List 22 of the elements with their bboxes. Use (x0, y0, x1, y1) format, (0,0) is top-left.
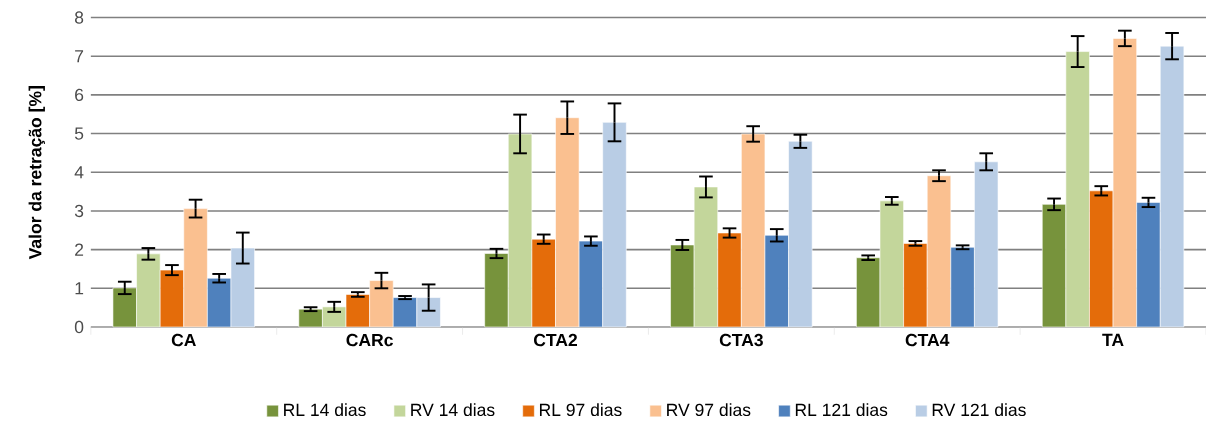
legend-label: RV 97 dias (667, 403, 751, 417)
legend-label: RL 14 dias (284, 403, 366, 417)
y-tick-label: 3 (74, 204, 84, 218)
legend-label: RL 121 dias (795, 403, 888, 417)
y-tick-label: 2 (75, 243, 84, 256)
y-tick-label: 7 (75, 50, 84, 63)
x-tick-label: CTA3 (719, 333, 763, 347)
y-axis-title: Valor da retração [%] (28, 86, 45, 260)
x-tick-label: CA (171, 333, 196, 347)
legend-label: RV 14 dias (411, 403, 495, 417)
legend-label: RL 97 dias (539, 403, 622, 417)
y-tick-label: 0 (74, 320, 84, 334)
y-tick-label: 8 (74, 11, 84, 24)
x-tick-label: CARc (346, 333, 393, 347)
x-tick-label: CTA2 (534, 333, 577, 347)
y-tick-label: 6 (75, 88, 84, 102)
y-tick-label: 4 (74, 166, 84, 179)
y-tick-label: 1 (75, 282, 84, 295)
legend-label: RV 121 dias (932, 403, 1026, 417)
y-tick-label: 5 (74, 127, 84, 140)
x-tick-label: CTA4 (905, 333, 950, 347)
x-tick-label: TA (1102, 333, 1124, 346)
